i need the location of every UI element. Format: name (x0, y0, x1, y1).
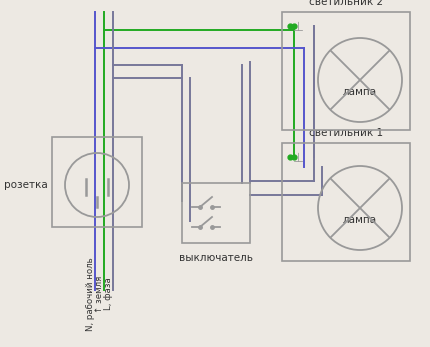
Text: ⊥: ⊥ (292, 20, 304, 34)
Text: N, рабочий ноль: N, рабочий ноль (86, 257, 95, 331)
Bar (282, 12, 410, 130)
Text: лампа: лампа (343, 215, 377, 225)
Text: светильник 1: светильник 1 (309, 128, 383, 138)
Text: выключатель: выключатель (179, 253, 253, 263)
Bar (282, 143, 410, 261)
Text: ⊥: ⊥ (292, 152, 304, 164)
Text: светильник 2: светильник 2 (309, 0, 383, 7)
Text: L, фаза: L, фаза (104, 278, 113, 310)
Text: розетка: розетка (4, 180, 48, 190)
Text: ↑ земля: ↑ земля (95, 276, 104, 313)
Bar (52, 137, 142, 227)
Text: лампа: лампа (343, 87, 377, 97)
Bar (182, 183, 250, 243)
